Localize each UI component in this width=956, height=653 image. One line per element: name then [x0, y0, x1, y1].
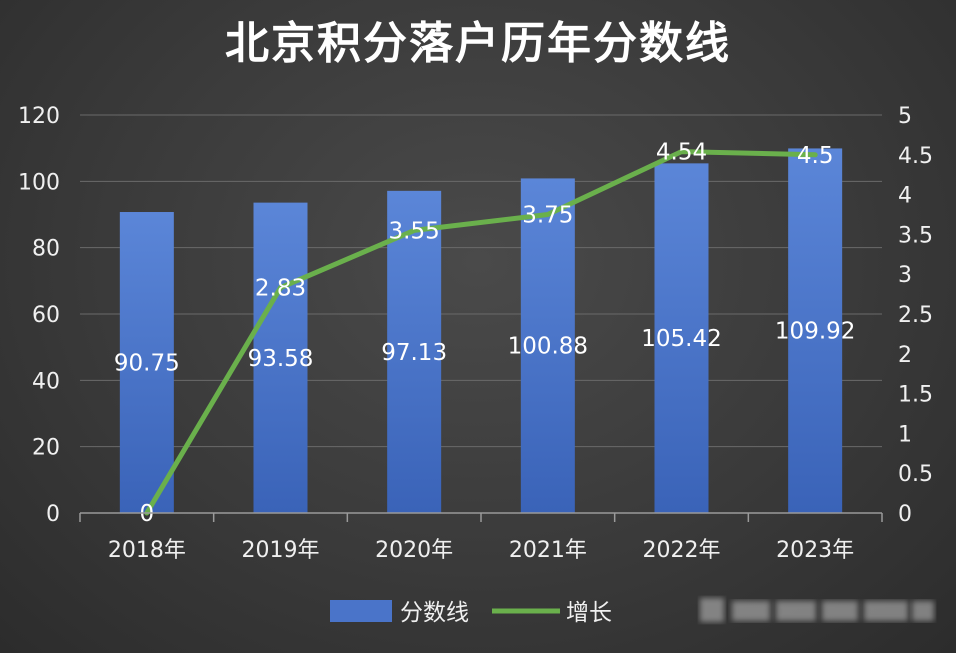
- right-tick-label: 5: [898, 104, 912, 129]
- line-data-label: 0: [140, 501, 155, 527]
- line-data-label: 2.83: [255, 276, 306, 302]
- x-tick-label: 2022年: [643, 538, 721, 563]
- left-tick-label: 80: [32, 237, 60, 262]
- x-tick-label: 2019年: [242, 538, 320, 563]
- right-tick-label: 1.5: [898, 383, 933, 408]
- right-tick-label: 1: [898, 422, 912, 447]
- watermark-block: [732, 601, 770, 621]
- left-tick-label: 0: [46, 502, 60, 527]
- x-axis: 2018年 2019年 2020年 2021年 2022年 2023年: [79, 512, 883, 563]
- legend-label-bar: 分数线: [400, 600, 469, 626]
- watermark-block: [776, 601, 816, 621]
- right-tick-label: 4.5: [898, 144, 933, 169]
- bar-data-label: 100.88: [508, 334, 588, 360]
- left-tick-label: 20: [32, 436, 60, 461]
- grid: [80, 114, 882, 448]
- watermark-block: [822, 601, 858, 621]
- x-tick-label: 2018年: [108, 538, 186, 563]
- right-tick-label: 3.5: [898, 223, 933, 248]
- left-tick-label: 120: [18, 104, 60, 129]
- line-data-label: 3.75: [522, 203, 573, 229]
- x-tick-label: 2020年: [375, 538, 453, 563]
- left-tick-label: 40: [32, 369, 60, 394]
- bar-data-label: 105.42: [641, 326, 721, 352]
- watermark-block: [700, 598, 724, 622]
- right-tick-label: 0.5: [898, 462, 933, 487]
- left-axis: 0 20 40 60 80 100 120: [18, 104, 60, 527]
- left-tick-label: 100: [18, 170, 60, 195]
- line-series: [144, 149, 818, 516]
- watermark-block: [912, 601, 934, 621]
- bar-data-label: 97.13: [381, 340, 447, 366]
- line-data-label: 3.55: [389, 218, 440, 244]
- x-tick-label: 2023年: [776, 538, 854, 563]
- right-tick-label: 2.5: [898, 303, 933, 328]
- bar-data-label: 90.75: [114, 351, 180, 377]
- legend-label-line: 增长: [566, 600, 612, 626]
- right-tick-label: 3: [898, 263, 912, 288]
- line-data-labels: 0 2.83 3.55 3.75 4.54 4.5: [140, 140, 834, 527]
- bar: [253, 202, 308, 513]
- x-tick-label: 2021年: [509, 538, 587, 563]
- bar: [119, 212, 174, 513]
- right-tick-label: 2: [898, 343, 912, 368]
- right-axis: 0 0.5 1 1.5 2 2.5 3 3.5 4 4.5 5: [898, 104, 933, 527]
- line-data-label: 4.5: [797, 143, 834, 169]
- bar: [654, 163, 709, 513]
- right-tick-label: 0: [898, 502, 912, 527]
- right-tick-label: 4: [898, 184, 912, 209]
- chart-title: 北京积分落户历年分数线: [225, 18, 731, 69]
- bar-data-labels: 90.75 93.58 97.13 100.88 105.42 109.92: [114, 319, 856, 377]
- watermark-block: [864, 601, 908, 621]
- watermark-blur: [700, 598, 934, 622]
- series-line: [144, 149, 818, 516]
- bar: [387, 190, 442, 513]
- bar: [520, 178, 575, 513]
- bar-series: [119, 148, 843, 513]
- bar-data-label: 109.92: [775, 319, 855, 345]
- line-data-label: 4.54: [656, 140, 707, 166]
- left-tick-label: 60: [32, 303, 60, 328]
- legend-swatch-bar: [330, 600, 392, 622]
- legend: 分数线 增长: [330, 600, 612, 626]
- bar-data-label: 93.58: [248, 346, 314, 372]
- bar: [788, 148, 843, 513]
